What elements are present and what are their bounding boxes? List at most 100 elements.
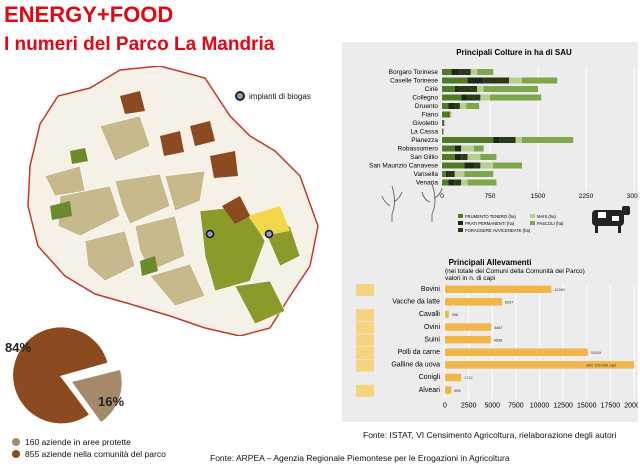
category-label: Caselle Torinese <box>390 78 438 85</box>
cow-icon <box>592 206 630 233</box>
legend-swatch <box>530 214 535 218</box>
bar-segment <box>453 103 460 109</box>
bar-segment <box>442 137 494 143</box>
bar-segment <box>458 69 471 75</box>
bar <box>445 323 492 331</box>
pie-chart: 84% 16% <box>5 327 124 424</box>
category-label: Venaria <box>416 180 438 187</box>
category-label: Bovini <box>421 286 441 293</box>
bar-segment <box>470 69 478 75</box>
bar-segment <box>448 111 450 118</box>
legend-swatch <box>458 214 463 218</box>
biogas-icon <box>235 91 245 101</box>
cereal-icons <box>381 183 443 222</box>
yellow-area <box>248 206 290 236</box>
bar-segment <box>448 179 455 186</box>
data-label: oltre 200.000 capi <box>586 364 616 368</box>
bar-segment <box>474 145 484 152</box>
bar-segment <box>464 162 474 169</box>
bar-segment <box>442 103 449 109</box>
bar-segment <box>522 137 574 143</box>
bar-segment <box>480 94 490 101</box>
pie-legend: 160 aziende in aree protette 855 aziende… <box>12 436 166 460</box>
bar-segment <box>442 77 468 84</box>
animal-icon <box>356 359 374 372</box>
x-tick-label: 5000 <box>484 402 500 409</box>
x-tick-label: 1500 <box>531 193 546 200</box>
colture-chart-title: Principali Colture in ha di SAU <box>456 48 572 57</box>
bar-segment <box>461 94 468 101</box>
bar-segment <box>442 171 446 177</box>
category-label: Borgaro Torinese <box>389 69 439 76</box>
category-label: Conigli <box>419 374 441 381</box>
category-label: Collegno <box>412 95 438 102</box>
bar-segment <box>480 162 494 169</box>
bar-segment <box>480 154 497 160</box>
biogas-legend-label: impianti di biogas <box>249 91 311 101</box>
x-tick-label: 7500 <box>508 402 524 409</box>
brown-areas <box>120 91 250 224</box>
pie-slice-16 <box>72 370 122 422</box>
category-label: Ovini <box>424 324 440 331</box>
legend-swatch <box>458 221 463 225</box>
page-subtitle: I numeri del Parco La Mandria <box>4 34 275 55</box>
bar-segment <box>454 145 462 152</box>
bar <box>445 310 449 319</box>
category-label: Robassomero <box>398 146 439 153</box>
bar-segment <box>467 179 497 186</box>
category-label: Alveari <box>419 387 441 394</box>
bar-segment <box>477 69 494 75</box>
legend-label: PASCOLI (ha) <box>537 221 564 226</box>
bar-segment <box>483 77 510 84</box>
category-label: Vacche da latte <box>392 299 440 306</box>
animal-icon <box>356 284 374 296</box>
category-label: Druento <box>415 103 439 110</box>
source-arpea: Fonte: ARPEA – Agenzia Regionale Piemont… <box>210 453 510 463</box>
bar-segment <box>443 120 446 126</box>
bar-segment <box>448 171 455 177</box>
bar-segment <box>454 86 458 92</box>
bar <box>445 335 491 344</box>
category-label: Polli da carne <box>398 349 441 356</box>
data-label: 398 <box>452 313 458 317</box>
colture-chart: Principali Colture in ha di SAU Borgaro … <box>369 48 638 233</box>
category-label: San Maurizio Canavese <box>369 163 438 170</box>
bar-segment <box>474 162 481 169</box>
category-label: Ciriè <box>425 86 439 93</box>
bar-segment <box>442 145 455 152</box>
bar-segment <box>467 77 484 84</box>
legend-label: FORAGGERE AVVICENDATE (ha) <box>465 228 531 233</box>
x-tick-label: 750 <box>485 193 496 200</box>
animal-icon <box>356 334 374 347</box>
allevamenti-chart: Principali Allevamenti (nei totale dei C… <box>356 258 638 409</box>
page-title: ENERGY+FOOD <box>4 2 174 27</box>
animal-icon <box>356 309 374 322</box>
bar-segment <box>490 94 542 101</box>
bar-segment <box>464 171 494 177</box>
biogas-plant-marker <box>264 229 274 239</box>
bar-segment <box>461 154 468 160</box>
bar-segment <box>461 179 468 186</box>
biogas-legend: impianti di biogas <box>235 91 311 101</box>
pie-slice-84 <box>13 327 108 424</box>
category-label: Cavalli <box>419 311 440 318</box>
pie-legend-item: 855 aziende nella comunità del parco <box>12 448 166 460</box>
bar-segment <box>522 77 558 84</box>
legend-label: PRATI PERMANENTI (ha) <box>465 221 515 226</box>
bar-segment <box>449 111 452 118</box>
bar-segment <box>448 103 454 109</box>
category-label: La Cassa <box>411 129 439 136</box>
bar-segment <box>451 69 458 75</box>
bar-segment <box>493 162 522 169</box>
bar-segment <box>445 171 449 177</box>
farmland-parcels <box>44 115 206 307</box>
bar-segment <box>458 86 478 92</box>
legend-swatch <box>530 221 535 225</box>
category-label: Galline da uova <box>391 362 440 369</box>
bar-segment <box>442 69 452 75</box>
category-label: Givoletto <box>412 120 438 127</box>
bar-segment <box>493 137 500 143</box>
bar-segment <box>442 128 443 135</box>
x-tick-label: 15000 <box>577 402 597 409</box>
bar-segment <box>454 154 462 160</box>
